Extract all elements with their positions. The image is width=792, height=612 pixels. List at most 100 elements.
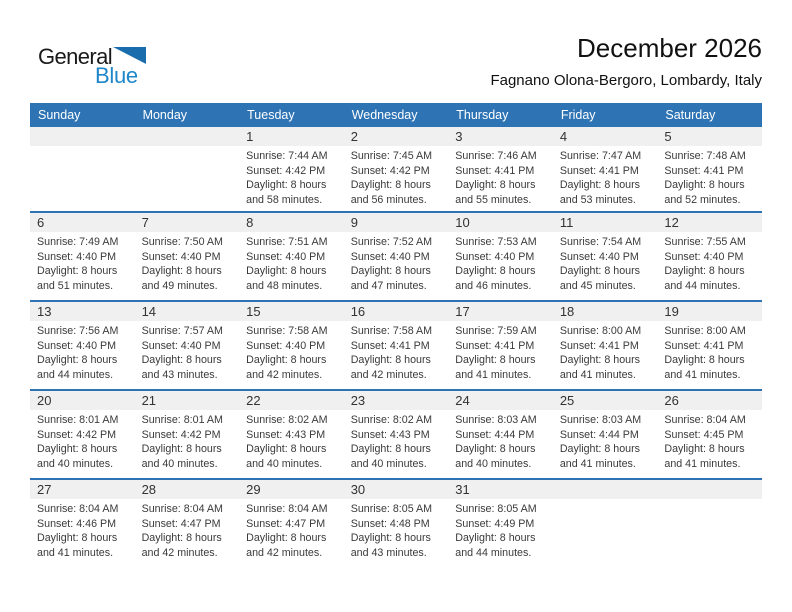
sunset-text: Sunset: 4:47 PM: [141, 517, 221, 530]
day-number: 7: [134, 213, 240, 232]
day-details: Sunrise: 8:05 AM Sunset: 4:48 PM Daylight:…: [344, 499, 449, 560]
day-cell: 3 Sunrise: 7:46 AM Sunset: 4:41 PM Daylight…: [448, 127, 553, 212]
logo-text-blue: Blue: [95, 63, 138, 88]
day-cell: 7 Sunrise: 7:50 AM Sunset: 4:40 PM Daylight…: [134, 211, 240, 301]
day-number: [134, 127, 240, 146]
sunrise-text: Sunrise: 7:58 AM: [246, 325, 328, 337]
daylight-text: Daylight: 8 hours and 56 minutes.: [350, 179, 431, 206]
day-cell: 31 Sunrise: 8:05 AM Sunset: 4:49 PM Dayligh…: [448, 478, 553, 568]
day-cell: 11 Sunrise: 7:54 AM Sunset: 4:40 PM Dayligh…: [552, 211, 658, 301]
day-details: Sunrise: 8:01 AM Sunset: 4:42 PM Daylight:…: [135, 410, 240, 471]
day-cell: 18 Sunrise: 8:00 AM Sunset: 4:41 PM Dayligh…: [552, 300, 658, 390]
sunset-text: Sunset: 4:40 PM: [350, 250, 430, 263]
day-cell: 16 Sunrise: 7:58 AM Sunset: 4:41 PM Dayligh…: [343, 300, 449, 390]
day-details: Sunrise: 7:58 AM Sunset: 4:41 PM Daylight:…: [344, 321, 449, 382]
day-cell: 30 Sunrise: 8:05 AM Sunset: 4:48 PM Dayligh…: [343, 478, 449, 568]
daylight-text: Daylight: 8 hours and 44 minutes.: [455, 532, 536, 559]
day-cell: 20 Sunrise: 8:01 AM Sunset: 4:42 PM Dayligh…: [30, 389, 135, 479]
weekday-thursday: Thursday: [448, 103, 553, 127]
day-number: 30: [343, 480, 449, 499]
day-number: 8: [239, 213, 344, 232]
daylight-text: Daylight: 8 hours and 46 minutes.: [455, 265, 536, 292]
day-number: 11: [552, 213, 658, 232]
day-number: [30, 127, 135, 146]
sunrise-text: Sunrise: 7:44 AM: [246, 150, 328, 162]
daylight-text: Daylight: 8 hours and 40 minutes.: [350, 443, 431, 470]
day-cell: 25 Sunrise: 8:03 AM Sunset: 4:44 PM Dayligh…: [552, 389, 658, 479]
calendar-body: 1 Sunrise: 7:44 AM Sunset: 4:42 PM Daylight…: [30, 127, 762, 568]
sunset-text: Sunset: 4:41 PM: [350, 339, 430, 352]
weekday-saturday: Saturday: [657, 103, 762, 127]
week-row: 20 Sunrise: 8:01 AM Sunset: 4:42 PM Dayligh…: [30, 389, 762, 479]
sunrise-text: Sunrise: 7:50 AM: [141, 236, 223, 248]
day-number: 17: [448, 302, 553, 321]
sunset-text: Sunset: 4:49 PM: [455, 517, 535, 530]
sunrise-text: Sunrise: 8:01 AM: [141, 414, 223, 426]
day-details: Sunrise: 8:01 AM Sunset: 4:42 PM Daylight:…: [30, 410, 135, 471]
day-cell: 6 Sunrise: 7:49 AM Sunset: 4:40 PM Daylight…: [30, 211, 135, 301]
day-cell: 22 Sunrise: 8:02 AM Sunset: 4:43 PM Dayligh…: [239, 389, 344, 479]
daylight-text: Daylight: 8 hours and 41 minutes.: [664, 443, 745, 470]
page-title: December 2026: [577, 33, 762, 63]
day-details: Sunrise: 7:58 AM Sunset: 4:40 PM Daylight:…: [239, 321, 344, 382]
daylight-text: Daylight: 8 hours and 49 minutes.: [141, 265, 222, 292]
weekday-monday: Monday: [134, 103, 240, 127]
daylight-text: Daylight: 8 hours and 51 minutes.: [37, 265, 118, 292]
day-cell: 19 Sunrise: 8:00 AM Sunset: 4:41 PM Dayligh…: [657, 300, 762, 390]
day-number: 27: [30, 480, 135, 499]
day-number: 6: [30, 213, 135, 232]
sunset-text: Sunset: 4:41 PM: [664, 164, 744, 177]
day-cell: 5 Sunrise: 7:48 AM Sunset: 4:41 PM Daylight…: [657, 127, 762, 212]
sunset-text: Sunset: 4:40 PM: [37, 339, 117, 352]
day-details: Sunrise: 7:48 AM Sunset: 4:41 PM Daylight:…: [657, 146, 762, 207]
day-details: Sunrise: 7:51 AM Sunset: 4:40 PM Daylight:…: [239, 232, 344, 293]
day-number: 4: [552, 127, 658, 146]
daylight-text: Daylight: 8 hours and 53 minutes.: [559, 179, 641, 206]
general-blue-logo: General Blue: [38, 44, 158, 89]
sunset-text: Sunset: 4:40 PM: [664, 250, 744, 263]
day-number: 16: [343, 302, 449, 321]
day-cell: 10 Sunrise: 7:53 AM Sunset: 4:40 PM Dayligh…: [448, 211, 553, 301]
sunrise-text: Sunrise: 8:05 AM: [350, 503, 433, 515]
sunrise-text: Sunrise: 7:48 AM: [664, 150, 746, 162]
day-number: 10: [448, 213, 553, 232]
day-number: [657, 480, 762, 499]
daylight-text: Daylight: 8 hours and 48 minutes.: [246, 265, 327, 292]
day-number: 3: [448, 127, 553, 146]
sunset-text: Sunset: 4:40 PM: [37, 250, 117, 263]
sunset-text: Sunset: 4:43 PM: [350, 428, 430, 441]
sunrise-text: Sunrise: 7:51 AM: [246, 236, 328, 248]
sunset-text: Sunset: 4:43 PM: [246, 428, 326, 441]
sunset-text: Sunset: 4:48 PM: [350, 517, 430, 530]
daylight-text: Daylight: 8 hours and 41 minutes.: [559, 443, 641, 470]
sunset-text: Sunset: 4:47 PM: [246, 517, 326, 530]
daylight-text: Daylight: 8 hours and 55 minutes.: [455, 179, 536, 206]
empty-day-cell: [30, 127, 135, 212]
sunset-text: Sunset: 4:46 PM: [37, 517, 117, 530]
sunrise-text: Sunrise: 7:45 AM: [350, 150, 433, 162]
sunrise-text: Sunrise: 7:46 AM: [455, 150, 537, 162]
sunrise-text: Sunrise: 7:56 AM: [37, 325, 119, 337]
empty-day-cell: [657, 478, 762, 568]
day-cell: 4 Sunrise: 7:47 AM Sunset: 4:41 PM Daylight…: [552, 127, 658, 212]
sunrise-text: Sunrise: 8:02 AM: [246, 414, 328, 426]
daylight-text: Daylight: 8 hours and 40 minutes.: [455, 443, 536, 470]
sunrise-text: Sunrise: 8:04 AM: [246, 503, 328, 515]
day-cell: 27 Sunrise: 8:04 AM Sunset: 4:46 PM Dayligh…: [30, 478, 135, 568]
sunset-text: Sunset: 4:44 PM: [455, 428, 535, 441]
daylight-text: Daylight: 8 hours and 41 minutes.: [37, 532, 118, 559]
sunset-text: Sunset: 4:41 PM: [455, 339, 535, 352]
weekday-sunday: Sunday: [30, 103, 135, 127]
sunset-text: Sunset: 4:41 PM: [559, 164, 639, 177]
empty-day-cell: [552, 478, 658, 568]
daylight-text: Daylight: 8 hours and 41 minutes.: [455, 354, 536, 381]
day-details: Sunrise: 7:52 AM Sunset: 4:40 PM Daylight:…: [344, 232, 449, 293]
title-block: December 2026 Fagnano Olona-Bergoro, Lom…: [490, 34, 762, 89]
sunset-text: Sunset: 4:41 PM: [559, 339, 639, 352]
weekday-wednesday: Wednesday: [343, 103, 449, 127]
sunset-text: Sunset: 4:41 PM: [664, 339, 744, 352]
day-details: Sunrise: 7:44 AM Sunset: 4:42 PM Daylight:…: [239, 146, 344, 207]
day-details: Sunrise: 7:59 AM Sunset: 4:41 PM Daylight:…: [448, 321, 553, 382]
day-details: Sunrise: 7:54 AM Sunset: 4:40 PM Daylight:…: [553, 232, 658, 293]
